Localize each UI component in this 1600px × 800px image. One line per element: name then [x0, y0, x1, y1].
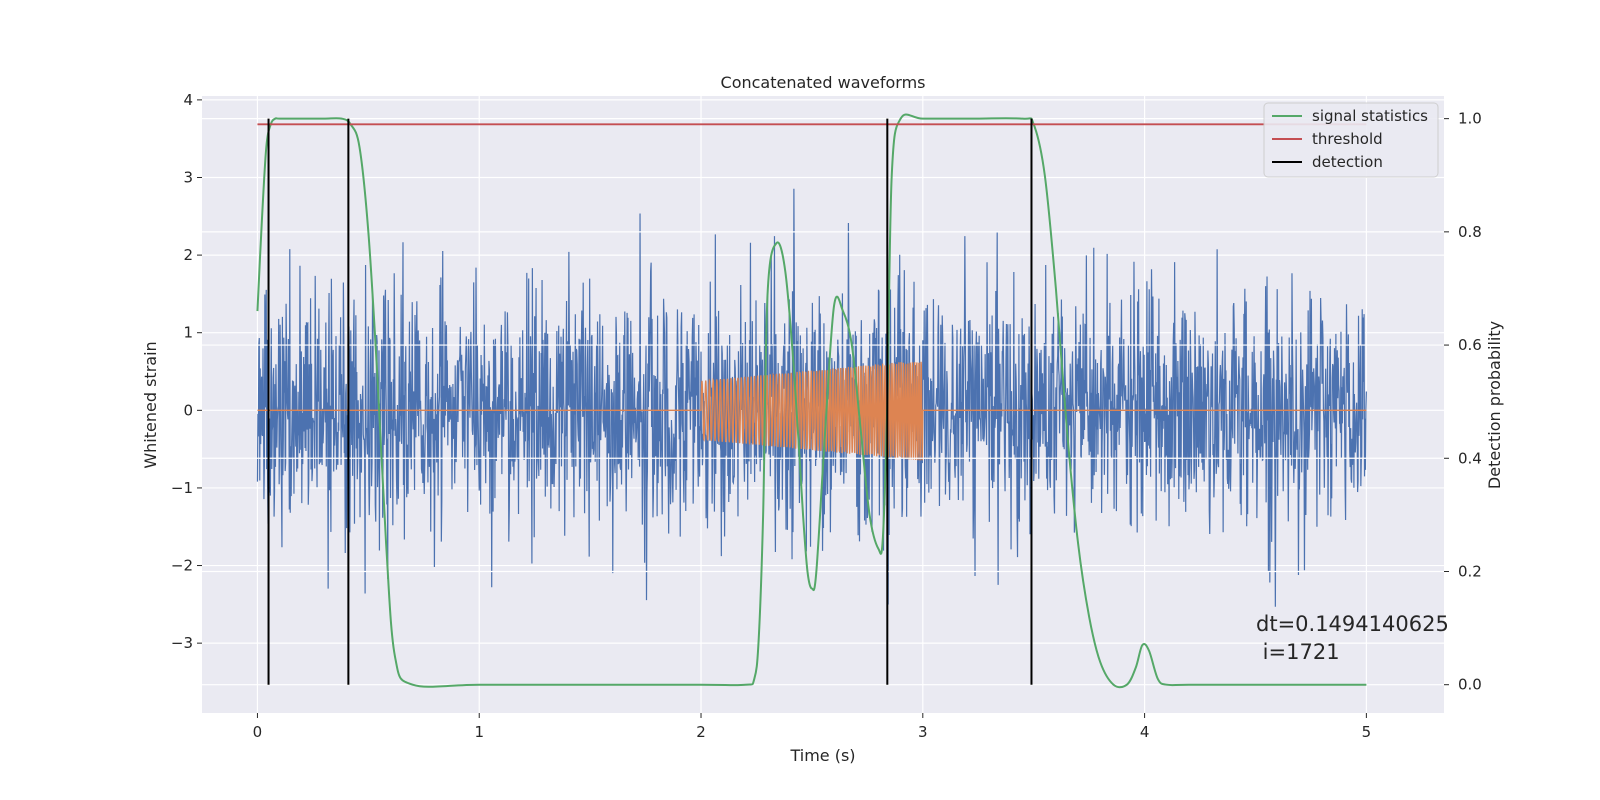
ticks: 0 1 2 3 4 5 −3 −2 −1 0 1 2 3 4 0.0 0.2 0.4 0.6 0.8 1.0 — [171, 91, 1482, 741]
signal-statistics-series — [256, 113, 1367, 689]
y2-tick-label: 0.8 — [1458, 223, 1482, 241]
legend: signal statistics threshold detection — [1263, 102, 1439, 178]
chart-title: Concatenated waveforms — [721, 73, 926, 92]
y2-tick-label: 0.2 — [1458, 562, 1482, 580]
detection-series — [267, 118, 1033, 685]
y-tick-label: 3 — [183, 168, 193, 186]
x-tick-label: 1 — [474, 723, 484, 741]
x-tick-label: 3 — [918, 723, 928, 741]
y-tick-label: 2 — [183, 246, 193, 264]
annotation-index: i=1721 — [1256, 640, 1340, 664]
x-tick-label: 0 — [253, 723, 263, 741]
y2-tick-label: 1.0 — [1458, 110, 1482, 128]
y-axis-label: Whitened strain — [141, 341, 160, 468]
x-tick-label: 2 — [696, 723, 706, 741]
legend-label-threshold: threshold — [1312, 130, 1383, 148]
y-tick-label: −3 — [171, 634, 193, 652]
x-tick-label: 4 — [1140, 723, 1150, 741]
legend-label-detection: detection — [1312, 153, 1383, 171]
legend-box — [1263, 102, 1439, 178]
y2-axis-label: Detection probability — [1485, 321, 1504, 489]
y2-tick-label: 0.4 — [1458, 449, 1482, 467]
y2-tick-label: 0.6 — [1458, 336, 1482, 354]
y-tick-label: 1 — [183, 324, 193, 342]
legend-label-signal-statistics: signal statistics — [1312, 107, 1428, 125]
y-tick-label: −2 — [171, 557, 193, 575]
y-tick-label: 4 — [183, 91, 193, 109]
x-axis-label: Time (s) — [789, 746, 855, 765]
y-tick-label: −1 — [171, 479, 193, 497]
signal-statistics-line — [256, 113, 1367, 689]
x-tick-label: 5 — [1362, 723, 1372, 741]
y2-tick-label: 0.0 — [1458, 676, 1482, 694]
annotation-dt: dt=0.1494140625 — [1256, 612, 1449, 636]
y-tick-label: 0 — [183, 401, 193, 419]
